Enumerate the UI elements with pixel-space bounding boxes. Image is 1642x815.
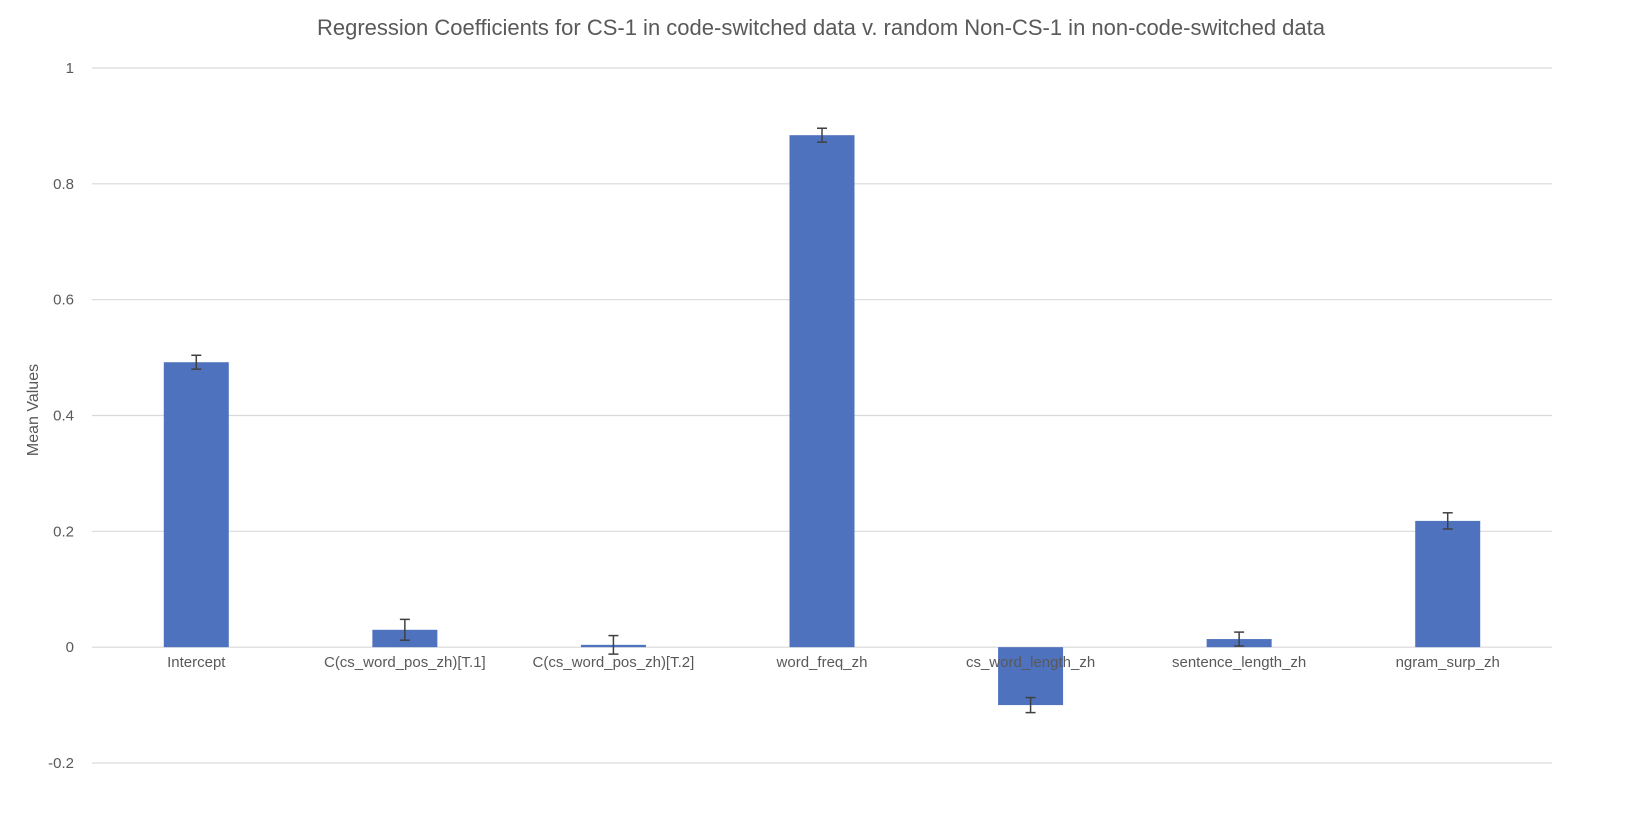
y-tick-label: 0.8 (53, 176, 74, 193)
y-tick-label: 1 (66, 60, 74, 77)
y-tick-label: 0.2 (53, 523, 74, 540)
x-category-label: C(cs_word_pos_zh)[T.2] (533, 654, 695, 671)
error-bars (191, 127, 1453, 714)
bars (163, 135, 1481, 706)
bar-ngram-surp-zh (1415, 520, 1481, 648)
y-tick-label: 0.4 (53, 408, 74, 425)
y-axis-label: Mean Values (25, 364, 42, 456)
x-category-label: ngram_surp_zh (1396, 654, 1500, 671)
y-tick-label: -0.2 (48, 755, 74, 772)
chart-title: Regression Coefficients for CS-1 in code… (317, 15, 1326, 40)
y-tick-label: 0.6 (53, 292, 74, 309)
error-bar-c-cs-word-pos-zh-t-1 (399, 618, 410, 641)
x-axis-categories: Intercept C(cs_word_pos_zh)[T.1] C(cs_word… (167, 654, 1500, 671)
x-category-label: cs_word_length_zh (966, 654, 1095, 671)
error-bar-sentence-length-zh (1234, 631, 1245, 647)
error-bar-cs-word-length-zh (1025, 696, 1036, 714)
error-bar-c-cs-word-pos-zh-t-2 (608, 634, 619, 655)
x-category-label: word_freq_zh (776, 654, 868, 671)
y-tick-label: 0 (66, 639, 74, 656)
bar-word-freq-zh (789, 135, 855, 648)
y-axis-ticks: 1 0.8 0.6 0.4 0.2 0 -0.2 (48, 60, 74, 772)
x-category-label: Intercept (167, 654, 226, 671)
bar-cs-word-length-zh (998, 647, 1064, 706)
error-bar-ngram-surp-zh (1442, 512, 1453, 530)
bar-intercept (163, 362, 229, 648)
x-category-label: C(cs_word_pos_zh)[T.1] (324, 654, 486, 671)
error-bar-intercept (191, 354, 202, 370)
error-bar-word-freq-zh (817, 127, 827, 143)
x-category-label: sentence_length_zh (1172, 654, 1306, 671)
